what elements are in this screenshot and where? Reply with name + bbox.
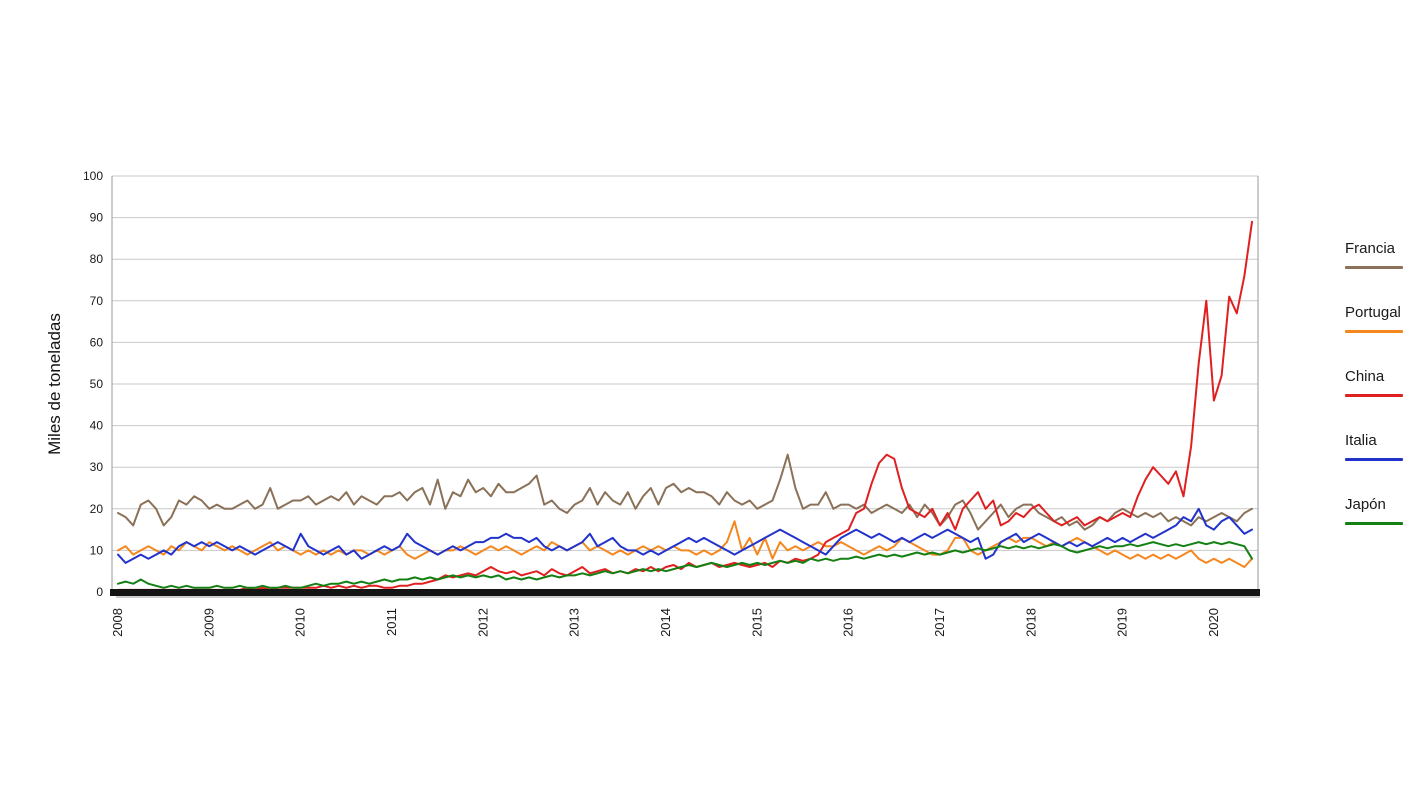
svg-text:2015: 2015	[749, 608, 764, 637]
svg-text:2013: 2013	[567, 608, 582, 637]
svg-text:10: 10	[90, 543, 104, 557]
legend-item-china: China	[1345, 368, 1403, 397]
legend-label: Portugal	[1345, 304, 1401, 321]
svg-text:2014: 2014	[658, 608, 673, 637]
svg-text:20: 20	[90, 502, 104, 516]
legend-color-line-japon	[1345, 522, 1403, 525]
svg-text:90: 90	[90, 211, 104, 225]
legend-label: Francia	[1345, 240, 1396, 257]
svg-text:2010: 2010	[293, 608, 308, 637]
svg-text:80: 80	[90, 252, 104, 266]
legend: Francia Portugal China Italia Japón	[1345, 240, 1403, 525]
legend-item-francia: Francia	[1345, 240, 1403, 269]
legend-label: Japón	[1345, 496, 1386, 513]
svg-text:2018: 2018	[1023, 608, 1038, 637]
legend-label: China	[1345, 368, 1385, 385]
svg-text:2008: 2008	[110, 608, 125, 637]
legend-color-line-francia	[1345, 266, 1403, 269]
legend-color-line-portugal	[1345, 330, 1403, 333]
legend-label: Italia	[1345, 432, 1377, 449]
svg-text:2017: 2017	[932, 608, 947, 637]
svg-text:60: 60	[90, 335, 104, 349]
legend-item-portugal: Portugal	[1345, 304, 1403, 333]
svg-text:0: 0	[96, 585, 103, 599]
svg-text:2016: 2016	[841, 608, 856, 637]
svg-text:2019: 2019	[1115, 608, 1130, 637]
svg-text:100: 100	[83, 169, 103, 183]
legend-item-japon: Japón	[1345, 496, 1403, 525]
svg-text:2012: 2012	[475, 608, 490, 637]
legend-color-line-china	[1345, 394, 1403, 397]
svg-text:2011: 2011	[384, 608, 399, 636]
svg-text:50: 50	[90, 377, 104, 391]
svg-text:30: 30	[90, 460, 104, 474]
svg-text:2009: 2009	[201, 608, 216, 637]
svg-text:70: 70	[90, 294, 104, 308]
legend-color-line-italia	[1345, 458, 1403, 461]
svg-text:2020: 2020	[1206, 608, 1221, 637]
legend-item-italia: Italia	[1345, 432, 1403, 461]
svg-text:40: 40	[90, 419, 104, 433]
